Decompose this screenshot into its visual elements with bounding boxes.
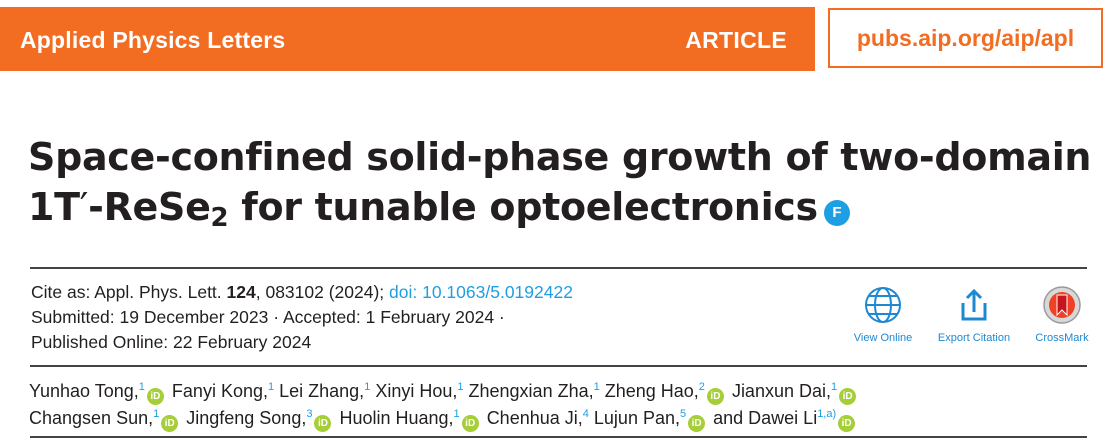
author-affiliation: 1 (457, 381, 464, 393)
orcid-icon[interactable]: iD (839, 388, 857, 405)
journal-name[interactable]: Applied Physics Letters (20, 27, 286, 53)
globe-icon (865, 287, 901, 323)
doi-link[interactable]: doi: 10.1063/5.0192422 (389, 282, 573, 302)
author-name[interactable]: Yunhao Tong, (29, 381, 139, 401)
author-name[interactable]: Fanyi Kong, (171, 381, 268, 401)
orcid-icon[interactable]: iD (688, 415, 706, 432)
author-item: Zheng Hao,2iD (604, 381, 727, 405)
title-line-2b: -ReSe (88, 185, 211, 229)
author-list: Yunhao Tong,1iD Fanyi Kong,1 Lei Zhang,1… (29, 378, 1099, 432)
divider-top (30, 267, 1087, 269)
author-affiliation: 1 (831, 381, 838, 393)
author-item: Lei Zhang,1 (279, 381, 370, 401)
orcid-icon[interactable]: iD (461, 415, 479, 432)
cite-prefix: Cite as: Appl. Phys. Lett. (31, 282, 227, 302)
author-item: Chenhua Ji,4 (487, 408, 589, 428)
title-line-2a: 1T (28, 185, 80, 229)
view-online-label: View Online (853, 332, 913, 344)
free-access-badge[interactable]: F (823, 200, 850, 226)
author-name[interactable]: Zhengxian Zha, (468, 381, 594, 401)
author-affiliation: 4 (582, 408, 589, 420)
orcid-icon[interactable]: iD (314, 415, 332, 432)
article-title: Space-confined solid-phase growth of two… (28, 132, 1103, 232)
author-name[interactable]: Chenhua Ji, (486, 408, 583, 428)
author-name[interactable]: Xinyi Hou, (375, 381, 458, 401)
author-affiliation: 1 (593, 381, 600, 393)
submitted-line: Submitted: 19 December 2023 · Accepted: … (31, 307, 505, 327)
orcid-icon[interactable]: iD (706, 388, 724, 405)
published-line: Published Online: 22 February 2024 (31, 332, 312, 352)
export-icon (961, 288, 987, 321)
export-citation-label: Export Citation (937, 332, 1011, 344)
journal-url-box[interactable]: pubs.aip.org/aip/apl (828, 8, 1103, 68)
author-affiliation: 1,a) (817, 408, 837, 420)
divider-bottom (30, 436, 1087, 438)
author-item: Jianxun Dai,1iD (731, 381, 859, 405)
author-affiliation: 3 (306, 408, 313, 420)
export-citation-button[interactable]: Export Citation (929, 285, 1019, 344)
orcid-icon[interactable]: iD (146, 388, 164, 405)
title-line-2c: for tunable optoelectronics (228, 185, 818, 229)
author-name[interactable]: Jianxun Dai, (731, 381, 831, 401)
author-name[interactable]: Lei Zhang, (279, 381, 365, 401)
author-affiliation: 1 (267, 381, 275, 393)
journal-header-bar: Applied Physics Letters ARTICLE (0, 7, 815, 71)
crossmark-label: CrossMark (1035, 332, 1089, 344)
author-name[interactable]: and Dawei Li (713, 408, 818, 428)
title-line-1: Space-confined solid-phase growth of two… (28, 135, 1092, 179)
author-item: Changsen Sun,1iD (29, 408, 181, 432)
author-affiliation: 5 (679, 408, 687, 420)
title-subscript: 2 (210, 203, 229, 233)
orcid-icon[interactable]: iD (838, 415, 856, 432)
author-name[interactable]: Huolin Huang, (339, 408, 454, 428)
author-affiliation: 1 (453, 408, 460, 420)
author-affiliation: 1 (364, 381, 371, 393)
author-item: and Dawei Li1,a)iD (713, 408, 858, 432)
divider-middle (30, 365, 1087, 367)
cite-rest: , 083102 (2024); (255, 282, 390, 302)
author-name[interactable]: Zheng Hao, (604, 381, 699, 401)
author-item: Fanyi Kong,1 (172, 381, 274, 401)
crossmark-button[interactable]: CrossMark (1017, 285, 1107, 344)
author-name[interactable]: Changsen Sun, (29, 408, 154, 428)
author-item: Jingfeng Song,3iD (186, 408, 334, 432)
title-prime: ′ (79, 185, 89, 229)
view-online-button[interactable]: View Online (838, 285, 928, 344)
author-item: Yunhao Tong,1iD (29, 381, 167, 405)
author-name[interactable]: Jingfeng Song, (186, 408, 307, 428)
author-name[interactable]: Lujun Pan, (593, 408, 680, 428)
article-type-label: ARTICLE (685, 27, 787, 53)
author-affiliation: 2 (698, 381, 705, 393)
journal-url[interactable]: pubs.aip.org/aip/apl (856, 25, 1075, 51)
author-item: Huolin Huang,1iD (339, 408, 481, 432)
author-affiliation: 1 (138, 381, 145, 393)
author-item: Lujun Pan,5iD (593, 408, 708, 432)
crossmark-icon (1043, 286, 1081, 324)
author-item: Zhengxian Zha,1 (469, 381, 600, 401)
orcid-icon[interactable]: iD (161, 415, 179, 432)
cite-volume: 124 (226, 282, 256, 302)
author-affiliation: 1 (153, 408, 160, 420)
citation-block: Cite as: Appl. Phys. Lett. 124, 083102 (… (31, 280, 573, 355)
cite-as-line: Cite as: Appl. Phys. Lett. 124, 083102 (… (31, 280, 573, 305)
author-item: Xinyi Hou,1 (375, 381, 463, 401)
